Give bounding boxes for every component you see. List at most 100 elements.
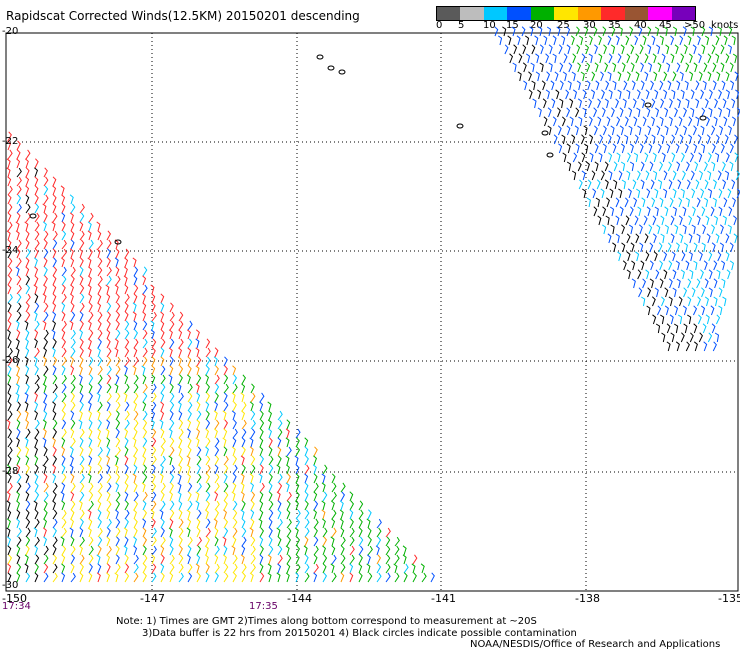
wind-barb <box>572 53 577 64</box>
wind-barb <box>241 500 246 511</box>
wind-barb <box>195 500 200 511</box>
wind-barb <box>34 248 39 259</box>
wind-barb <box>151 500 157 511</box>
wind-barb <box>106 518 112 529</box>
wind-barb <box>683 242 688 253</box>
wind-barb <box>322 545 326 556</box>
wind-barb <box>115 437 121 448</box>
wind-barb <box>70 338 76 349</box>
wind-barb <box>705 314 710 325</box>
wind-barb <box>231 545 236 556</box>
wind-barb <box>578 35 584 46</box>
wind-barb <box>25 527 31 538</box>
wind-barb <box>168 428 173 439</box>
wind-barb <box>571 134 576 145</box>
wind-barb <box>15 230 20 241</box>
wind-barb <box>701 206 706 217</box>
wind-barb <box>42 284 47 295</box>
wind-barb <box>25 149 31 160</box>
wind-barb <box>151 374 156 385</box>
wind-barb <box>339 509 344 520</box>
wind-barb <box>654 89 659 100</box>
wind-barb <box>715 314 721 325</box>
wind-barb <box>124 401 130 412</box>
wind-barb <box>61 248 67 259</box>
wind-barb <box>70 347 76 358</box>
wind-barb <box>679 35 684 46</box>
wind-barb <box>43 230 49 241</box>
wind-barb <box>502 26 507 37</box>
wind-barb <box>633 116 638 127</box>
wind-barb <box>656 224 661 235</box>
wind-barb <box>52 320 56 331</box>
wind-barb <box>553 134 558 145</box>
wind-barb <box>142 473 148 484</box>
wind-barb <box>656 125 661 136</box>
wind-barb <box>33 284 38 295</box>
wind-barb <box>644 233 649 244</box>
wind-barb <box>581 170 586 181</box>
wind-barb <box>685 341 690 352</box>
wind-barb <box>61 293 67 304</box>
wind-barb <box>613 161 618 172</box>
wind-barb <box>645 170 650 181</box>
wind-barb <box>141 365 146 376</box>
wind-barb <box>602 206 607 217</box>
wind-barb <box>43 491 49 502</box>
wind-barb <box>618 26 623 37</box>
wind-barb <box>569 98 574 109</box>
wind-barb <box>52 248 57 259</box>
wind-barb <box>205 491 211 502</box>
wind-barb <box>79 446 84 457</box>
wind-barb <box>168 527 173 538</box>
wind-barb <box>97 455 102 466</box>
wind-barb <box>684 143 689 154</box>
wind-barb <box>7 482 13 493</box>
wind-barb <box>69 194 74 205</box>
wind-barb <box>151 473 156 484</box>
wind-barb <box>304 473 309 484</box>
wind-barb <box>622 98 627 109</box>
wind-barb <box>385 554 391 565</box>
wind-barb <box>349 491 354 502</box>
wind-barb <box>178 545 183 556</box>
wind-barb <box>698 71 703 82</box>
wind-barb <box>608 53 613 64</box>
wind-barb <box>596 179 601 190</box>
wind-barb <box>142 518 147 529</box>
wind-barb <box>611 26 616 37</box>
wind-barb <box>593 125 598 136</box>
wind-barb <box>96 221 101 232</box>
wind-barb <box>169 392 175 403</box>
wind-barb <box>205 518 211 529</box>
wind-barb <box>592 188 597 199</box>
wind-barb <box>88 482 94 493</box>
wind-barb <box>88 518 93 529</box>
wind-barb <box>223 509 227 520</box>
wind-barb <box>25 203 31 214</box>
wind-barb <box>79 347 84 358</box>
wind-barb <box>715 53 720 64</box>
wind-barb <box>664 287 669 298</box>
wind-barb <box>160 491 165 502</box>
wind-barb <box>250 491 256 502</box>
wind-barb <box>124 563 130 574</box>
wind-barb <box>701 44 706 55</box>
wind-barb <box>249 401 254 412</box>
wind-barb <box>142 401 147 412</box>
wind-barb <box>106 536 111 547</box>
wind-barb <box>133 374 139 385</box>
wind-barb <box>70 500 76 511</box>
wind-barb <box>652 53 657 64</box>
wind-barb <box>683 44 688 55</box>
wind-barb <box>657 143 662 154</box>
wind-barb <box>16 194 22 205</box>
wind-barb <box>718 125 724 136</box>
wind-barb <box>721 260 726 271</box>
wind-barb <box>88 266 92 277</box>
wind-barb <box>187 491 192 502</box>
wind-barb <box>106 419 111 430</box>
wind-barb <box>593 26 598 37</box>
wind-barb <box>25 176 30 187</box>
wind-barb <box>313 554 318 565</box>
